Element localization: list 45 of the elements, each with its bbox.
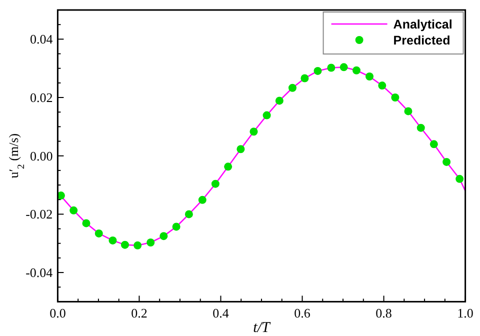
x-tick-label: 1.0 (457, 306, 474, 321)
point (108, 236, 117, 244)
x-tick-label: 0.6 (294, 306, 311, 321)
x-tick-label: 0.2 (131, 306, 148, 321)
legend-label: Analytical (393, 18, 452, 32)
point (250, 128, 258, 136)
point (236, 145, 245, 154)
x-tick-label: 0.8 (376, 306, 392, 321)
point (366, 72, 374, 81)
point (404, 107, 412, 116)
point (430, 140, 438, 148)
point (120, 240, 129, 249)
point (211, 180, 220, 188)
point (340, 63, 348, 72)
point (172, 222, 180, 231)
point (314, 66, 322, 75)
point (391, 94, 400, 102)
point (184, 210, 193, 218)
point (378, 82, 386, 90)
point (442, 158, 451, 166)
point (288, 84, 296, 92)
y-tick-label: -0.04 (26, 265, 54, 280)
point (146, 238, 155, 246)
y-tick-label: -0.02 (26, 206, 53, 222)
point (275, 96, 284, 105)
y-tick-label: 0.02 (30, 90, 53, 106)
x-tick-label: 0.0 (50, 306, 66, 321)
point (352, 66, 360, 74)
y-tick-label: 0.00 (30, 148, 53, 164)
point (262, 111, 271, 120)
point (224, 162, 232, 171)
y-tick-label: 0.04 (30, 32, 54, 47)
point (327, 64, 336, 72)
point (134, 241, 142, 250)
point (300, 74, 309, 82)
point (456, 174, 464, 183)
point (416, 124, 425, 132)
point (70, 206, 78, 214)
point (82, 219, 90, 228)
x-axis-title: t/T (253, 320, 272, 336)
x-tick-label: 0.4 (212, 306, 230, 321)
point (198, 196, 206, 204)
point (94, 229, 103, 238)
legend-label: Predicted (393, 34, 450, 48)
point (160, 232, 168, 240)
